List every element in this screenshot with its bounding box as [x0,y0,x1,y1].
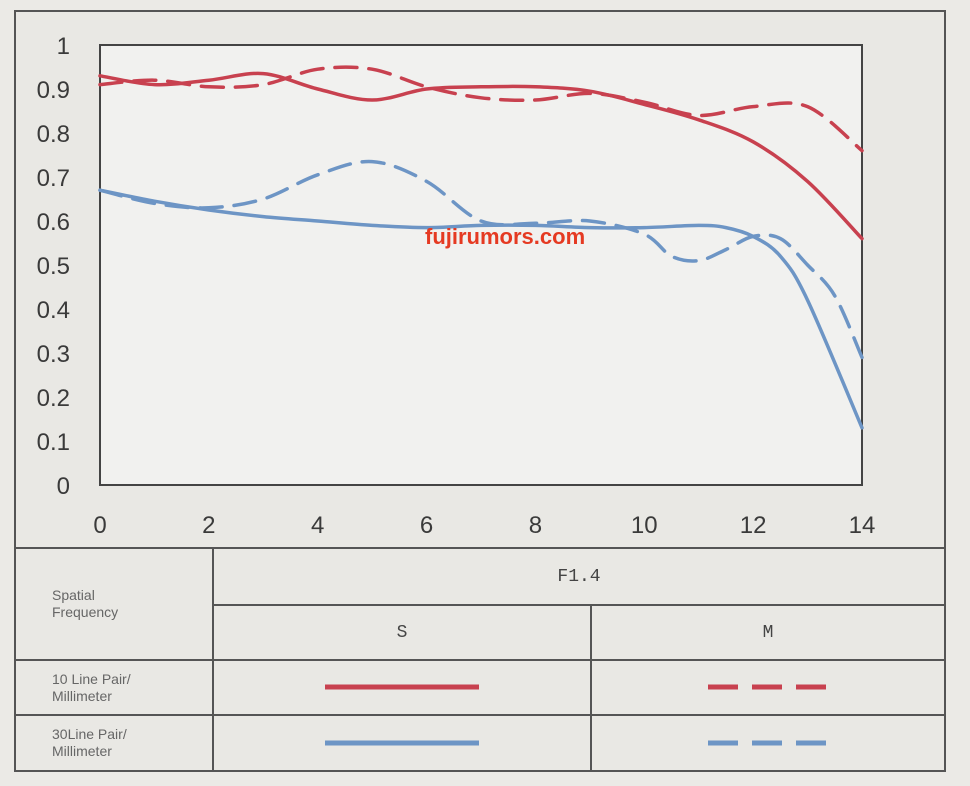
y-tick-label: 0.3 [37,341,70,368]
x-tick-label: 6 [420,512,433,539]
y-tick-label: 0.7 [37,165,70,192]
y-tick-label: 1 [57,33,70,60]
legend-header-label-cell: Spatial Frequency [14,547,214,661]
legend-header-label-line-2: Frequency [52,604,119,620]
plot-area [99,44,863,486]
legend-row-30lp-label: 30Line Pair/ Millimeter [14,714,214,772]
legend-row-30lp-label-line-2: Millimeter [52,743,112,759]
y-tick-label: 0.2 [37,385,70,412]
y-tick-label: 0 [57,473,70,500]
legend-row-10lp-label: 10 Line Pair/ Millimeter [14,659,214,716]
legend-col-s: S [212,604,592,661]
x-tick-label: 0 [93,512,106,539]
x-tick-label: 12 [740,512,767,539]
watermark: fujirumors.com [425,224,586,249]
legend-row-10lp-label-line-2: Millimeter [52,687,112,704]
series-10lp-m-line [98,65,864,153]
legend-col-m: M [590,604,946,661]
mtf-chart: 00.10.20.30.40.50.60.70.80.910 2 4 6 8 10 12 14 [37,33,876,539]
series-10lp-s-line [98,71,864,241]
legend-header-label-line-1: Spatial [52,587,95,603]
x-tick-label: 2 [202,512,215,539]
y-tick-label: 0.5 [37,253,70,280]
legend-swatch-10lp-s [212,659,592,716]
x-tick-label: 4 [311,512,324,539]
y-tick-label: 0.4 [37,297,70,324]
legend-table: Spatial Frequency F1.4 S M 10 Line Pair/… [14,547,946,772]
series-30lp-m-line [98,159,864,360]
y-tick-label: 0.6 [37,209,70,236]
x-tick-label: 10 [631,512,658,539]
legend-row-30lp-label-line-1: 30Line Pair/ [52,726,127,742]
legend-swatch-10lp-m [590,659,946,716]
series-30lp-s-line [98,188,864,430]
legend-row-10lp-label-line-1: 10 Line Pair/ [52,670,131,687]
y-tick-label: 0.1 [37,429,70,456]
legend-swatch-30lp-s [212,714,592,772]
y-tick-label: 0.9 [37,77,70,104]
y-tick-label: 0.8 [37,121,70,148]
x-tick-label: 8 [529,512,542,539]
legend-aperture: F1.4 [212,547,946,606]
x-tick-label: 14 [849,512,876,539]
legend-swatch-30lp-m [590,714,946,772]
